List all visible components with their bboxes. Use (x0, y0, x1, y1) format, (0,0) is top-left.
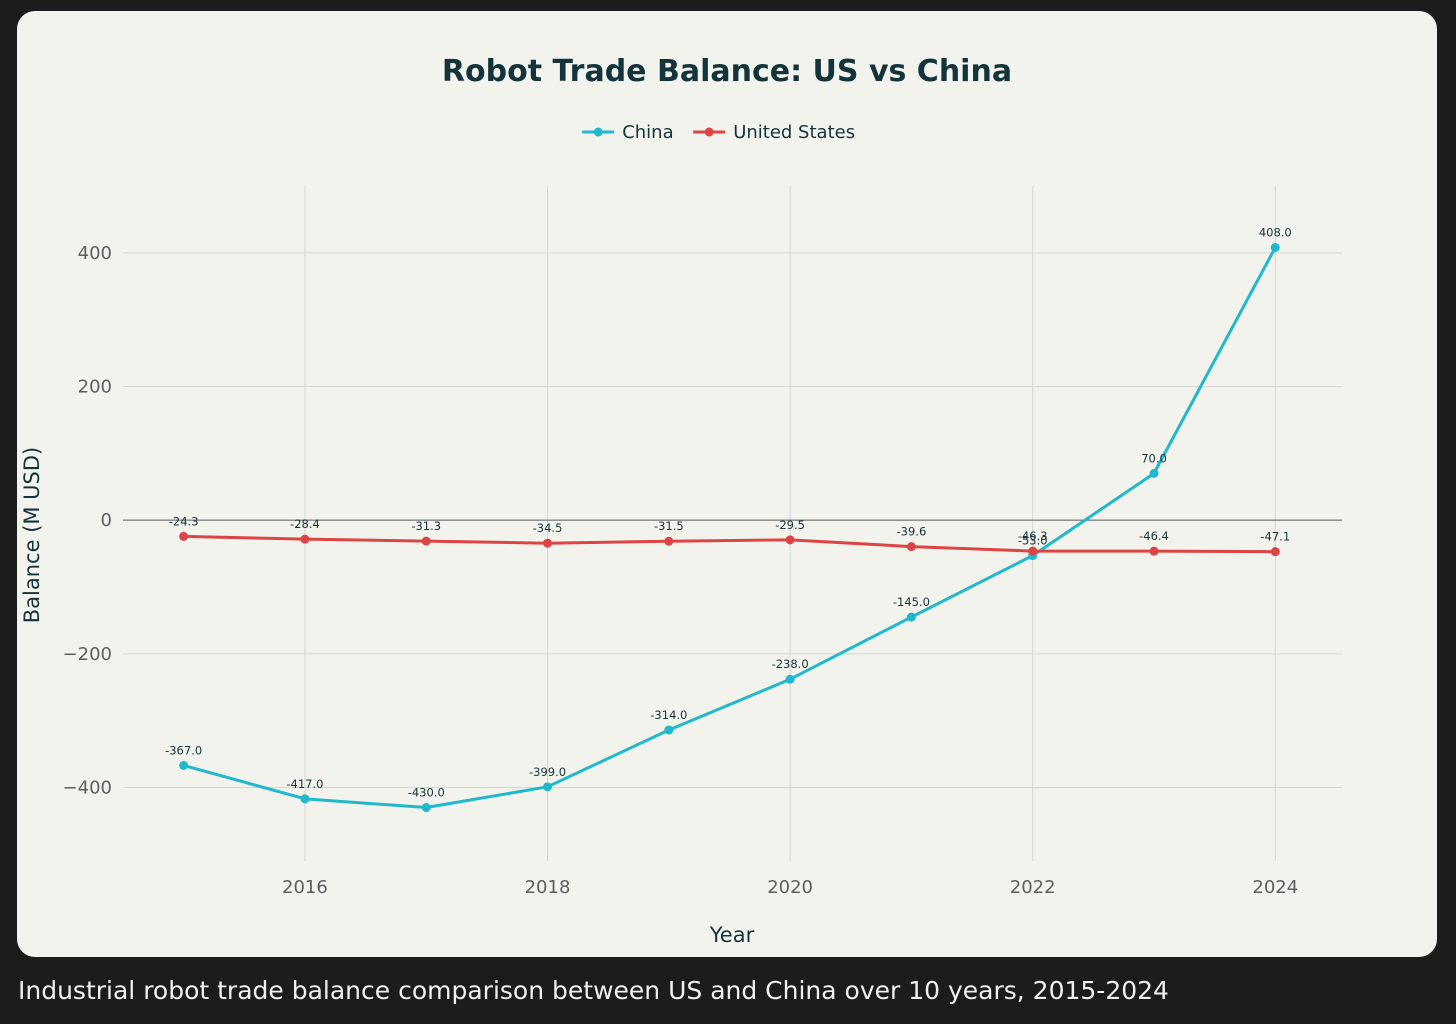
data-label: -399.0 (529, 765, 566, 779)
data-label: -238.0 (772, 657, 809, 671)
data-point[interactable] (906, 612, 916, 622)
data-label: 70.0 (1141, 451, 1167, 465)
data-point[interactable] (179, 760, 189, 770)
data-point[interactable] (1028, 546, 1038, 556)
x-tick-label: 2016 (282, 877, 328, 898)
data-label: -53.0 (1018, 534, 1048, 548)
data-point[interactable] (906, 542, 916, 552)
data-point[interactable] (543, 782, 553, 792)
grid (123, 186, 1342, 861)
legend-label: United States (733, 122, 855, 143)
data-point[interactable] (785, 535, 795, 545)
data-point[interactable] (664, 536, 674, 546)
y-axis-title: Balance (M USD) (20, 447, 44, 623)
data-point[interactable] (421, 803, 431, 813)
chart-title: Robot Trade Balance: US vs China (442, 54, 1012, 89)
y-tick-label: −200 (63, 644, 112, 665)
series-line-united-states (183, 534, 1276, 554)
data-label: -46.4 (1139, 529, 1169, 543)
data-label: -24.3 (169, 514, 199, 528)
axis-ticks: 2016 2018 2020 2022 2024 −400 −200 0 200 400 (63, 243, 1299, 898)
data-point[interactable] (300, 794, 310, 804)
data-point[interactable] (1149, 546, 1159, 556)
data-point[interactable] (421, 536, 431, 546)
data-point[interactable] (664, 725, 674, 735)
x-tick-label: 2020 (767, 877, 813, 898)
data-point[interactable] (179, 531, 189, 541)
series-line-china (183, 246, 1277, 810)
data-label: -145.0 (893, 595, 930, 609)
legend-label: China (622, 122, 673, 143)
data-label: -46.3 (1018, 529, 1048, 543)
legend-item-china[interactable]: China (582, 122, 674, 143)
x-tick-label: 2022 (1010, 877, 1056, 898)
x-tick-label: 2024 (1252, 877, 1298, 898)
figure-caption: Industrial robot trade balance compariso… (18, 976, 1169, 1005)
y-tick-label: 0 (101, 510, 112, 531)
data-label: -31.3 (411, 519, 441, 533)
data-label: -28.4 (290, 517, 320, 531)
data-label: -314.0 (650, 708, 687, 722)
data-label: -29.5 (775, 518, 805, 532)
legend-marker (704, 127, 714, 137)
data-point[interactable] (785, 674, 795, 684)
y-tick-label: −400 (63, 777, 112, 798)
data-label: -34.5 (533, 521, 563, 535)
chart-card: Robot Trade Balance: US vs China China Un… (17, 11, 1437, 957)
data-label: 408.0 (1259, 225, 1292, 239)
data-point[interactable] (543, 538, 553, 548)
data-label: -47.1 (1260, 530, 1290, 544)
data-point[interactable] (1270, 547, 1280, 557)
data-labels: -367.0 -417.0 -430.0 -399.0 -314.0 -238.0 -145… (165, 225, 1292, 799)
data-label: -367.0 (165, 743, 202, 757)
legend: China United States (582, 122, 855, 143)
x-axis-title: Year (709, 923, 755, 947)
data-point[interactable] (1149, 468, 1159, 478)
data-point[interactable] (300, 534, 310, 544)
data-label: -31.5 (654, 519, 684, 533)
data-label: -430.0 (408, 786, 445, 800)
data-label: -417.0 (286, 777, 323, 791)
data-point[interactable] (1270, 242, 1280, 252)
data-label: -39.6 (897, 525, 927, 539)
series-group (179, 242, 1280, 813)
y-tick-label: 200 (78, 376, 112, 397)
y-tick-label: 400 (78, 243, 112, 264)
legend-item-united-states[interactable]: United States (693, 122, 855, 143)
legend-marker (593, 127, 603, 137)
x-tick-label: 2018 (525, 877, 571, 898)
line-chart: Robot Trade Balance: US vs China China Un… (20, 54, 1342, 947)
